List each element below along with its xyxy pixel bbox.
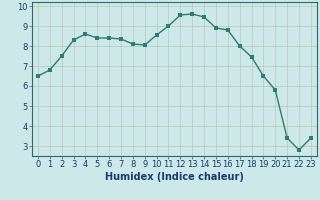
- X-axis label: Humidex (Indice chaleur): Humidex (Indice chaleur): [105, 172, 244, 182]
